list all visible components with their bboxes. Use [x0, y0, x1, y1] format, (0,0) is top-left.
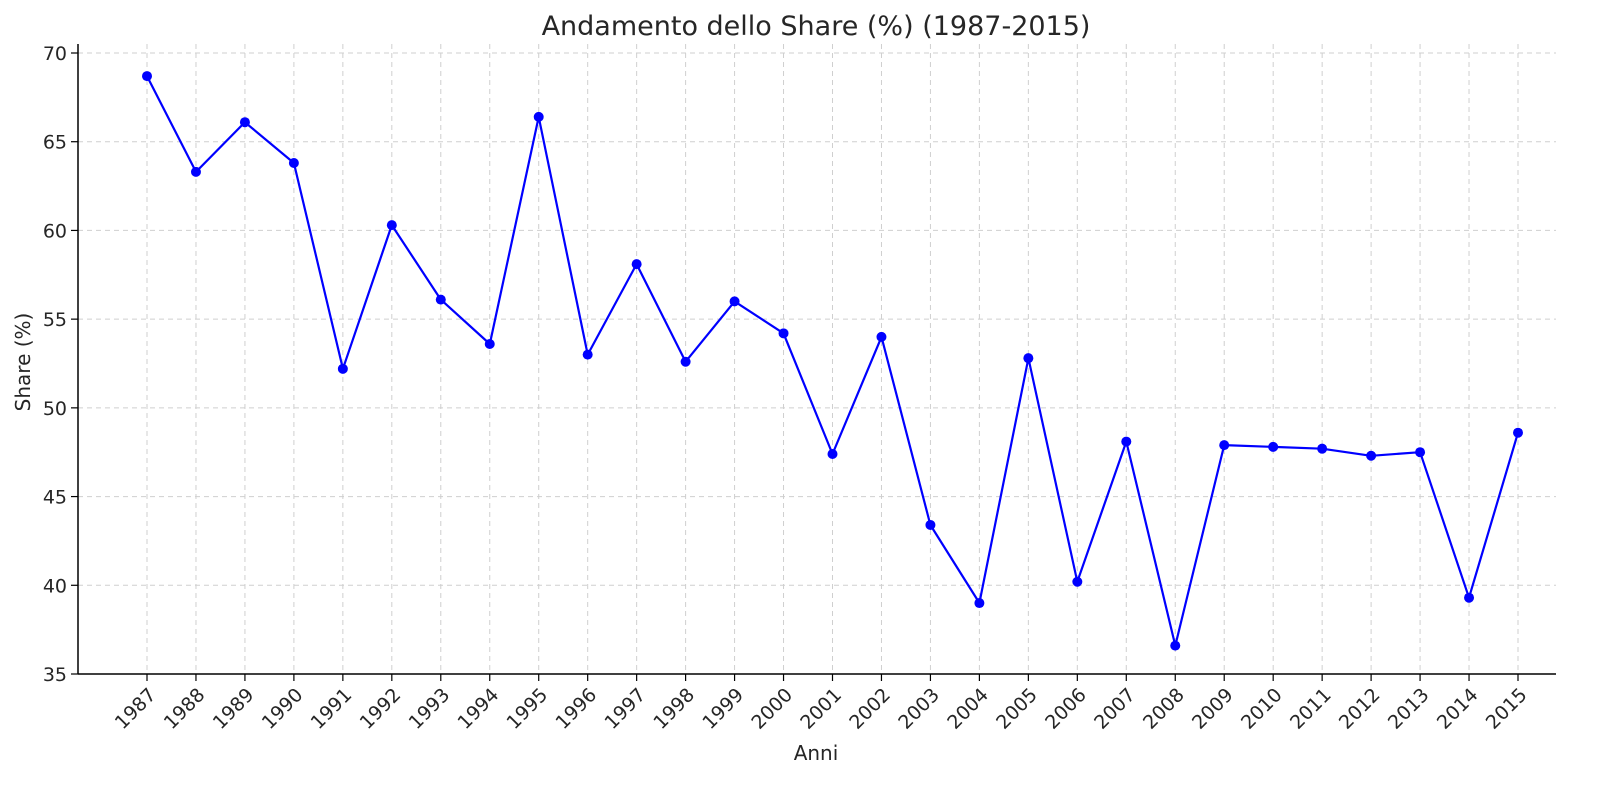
x-tick-label: 2015: [1482, 684, 1532, 734]
data-point: [1170, 640, 1181, 651]
x-tick-label: 2010: [1237, 684, 1287, 734]
data-point: [484, 338, 495, 349]
data-point: [778, 328, 789, 339]
data-point: [925, 519, 936, 530]
data-point: [631, 259, 642, 270]
x-tick-label: 1998: [649, 684, 699, 734]
x-tick-label: 2003: [894, 684, 944, 734]
data-point: [1121, 436, 1132, 447]
x-tick-label: 1994: [454, 684, 504, 734]
x-tick-label: 2008: [1139, 684, 1189, 734]
y-tick-label: 35: [43, 664, 67, 686]
x-tick-label: 1996: [551, 684, 601, 734]
x-axis-label: Anni: [794, 741, 839, 765]
x-tick-label: 2012: [1335, 684, 1385, 734]
x-tick-label: 1992: [356, 684, 406, 734]
y-tick-label: 40: [43, 575, 67, 597]
data-point: [142, 71, 152, 82]
data-point: [680, 356, 691, 367]
x-tick-label: 1989: [209, 684, 259, 734]
x-tick-label: 2000: [747, 684, 797, 734]
y-axis-label: Share (%): [11, 313, 35, 412]
y-tick-label: 55: [43, 309, 67, 331]
data-point: [288, 158, 299, 169]
data-point: [876, 331, 887, 342]
chart-title: Andamento dello Share (%) (1987-2015): [542, 11, 1091, 42]
y-tick-label: 65: [43, 132, 67, 154]
data-point: [1415, 447, 1426, 458]
data-point: [1023, 353, 1034, 364]
data-point: [1513, 427, 1523, 438]
x-tick-label: 2005: [992, 684, 1042, 734]
data-point: [533, 111, 544, 122]
x-tick-label: 2004: [943, 684, 993, 734]
x-tick-label: 1995: [502, 684, 552, 734]
data-point: [974, 598, 985, 609]
x-tick-label: 1999: [698, 684, 748, 734]
x-tick-label: 1990: [258, 684, 308, 734]
x-tick-label: 1993: [405, 684, 455, 734]
data-point: [1464, 592, 1475, 603]
data-point: [1219, 440, 1230, 451]
x-tick-label: 1988: [160, 684, 210, 734]
data-point: [337, 363, 348, 374]
data-point: [1072, 576, 1083, 587]
x-tick-label: 2014: [1433, 684, 1483, 734]
x-tick-label: 2011: [1286, 684, 1336, 734]
axes: [77, 44, 1556, 675]
data-point: [1366, 450, 1377, 461]
x-tick-label: 2002: [845, 684, 895, 734]
x-tick-label: 2007: [1090, 684, 1140, 734]
x-tick-label: 1991: [307, 684, 357, 734]
y-tick-label: 50: [43, 398, 67, 420]
data-point: [190, 166, 201, 177]
x-tick-label: 2009: [1188, 684, 1238, 734]
x-tick-label: 2013: [1384, 684, 1434, 734]
y-axis-ticks: 35 40 45 50 55 60 65 70: [43, 43, 78, 686]
x-axis-ticks: 1987 1988 1989 1990 1991 1992 1993 1994 1995 1996…: [111, 674, 1532, 734]
y-tick-label: 45: [43, 487, 67, 509]
data-point: [386, 220, 397, 231]
data-point: [729, 296, 740, 307]
grid: [78, 44, 1556, 675]
x-tick-label: 2001: [796, 684, 846, 734]
y-tick-label: 60: [43, 220, 67, 242]
data-point: [239, 117, 250, 128]
data-point: [1268, 441, 1279, 452]
x-tick-label: 1997: [600, 684, 650, 734]
data-point: [435, 294, 446, 305]
data-point: [827, 448, 838, 459]
data-series: [142, 71, 1523, 651]
x-tick-label: 2006: [1041, 684, 1091, 734]
data-point: [1317, 443, 1328, 454]
y-tick-label: 70: [43, 43, 67, 65]
x-tick-label: 1987: [111, 684, 161, 734]
data-point: [582, 349, 593, 360]
